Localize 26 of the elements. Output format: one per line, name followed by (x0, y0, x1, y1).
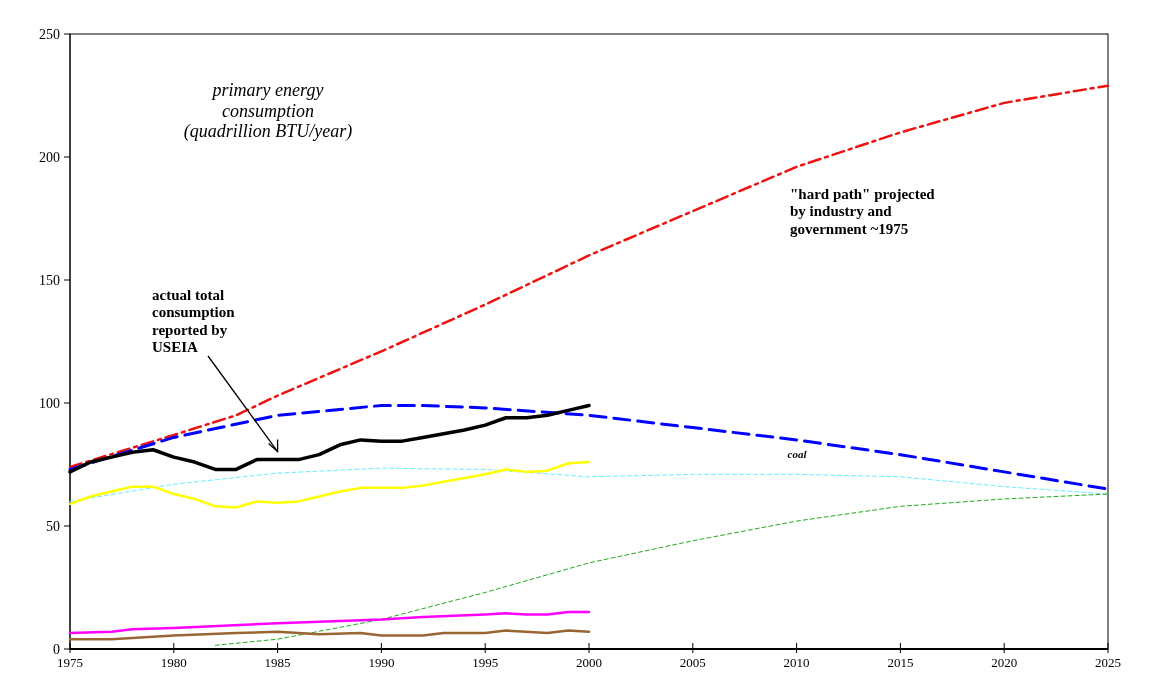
x-tick-label: 2010 (783, 655, 810, 670)
x-tick-label: 1975 (57, 655, 83, 670)
x-tick-label: 2005 (679, 655, 706, 670)
y-tick-label: 100 (39, 395, 60, 411)
line-series (68, 629, 591, 641)
y-tick-label: 200 (39, 149, 60, 165)
x-tick-label: 2000 (576, 655, 602, 670)
y-tick-label: 250 (39, 26, 60, 42)
y-tick-label: 0 (53, 641, 60, 657)
x-tick-label: 2015 (887, 655, 914, 670)
x-tick-label: 2025 (1095, 655, 1121, 670)
annotation: "hard path" projected by industry and government ~1975 (790, 186, 936, 237)
x-tick-label: 1980 (160, 655, 187, 670)
y-tick-label: 150 (39, 272, 60, 288)
x-tick-label: 1990 (368, 655, 395, 670)
x-tick-label: 1995 (472, 655, 499, 670)
line-series (68, 460, 591, 509)
line-series (68, 84, 1110, 469)
x-tick-label: 1985 (264, 655, 291, 670)
line-series (68, 610, 591, 635)
text: primary energy consumption (quadrillion BTU/year) (183, 80, 353, 143)
x-tick-label: 2020 (991, 655, 1018, 670)
annotation: coal (787, 448, 808, 460)
line-series (214, 493, 1109, 646)
y-tick-label: 50 (46, 518, 60, 534)
annotation: actual total consumption reported by USEIA (152, 287, 236, 355)
